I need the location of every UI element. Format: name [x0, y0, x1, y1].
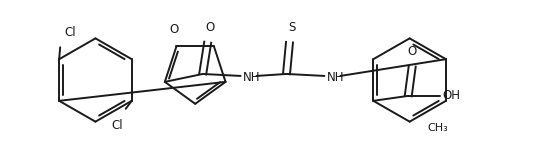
Text: O: O [170, 23, 179, 36]
Text: NH: NH [326, 71, 344, 84]
Text: Cl: Cl [64, 26, 76, 39]
Text: S: S [288, 21, 295, 34]
Text: NH: NH [242, 71, 260, 84]
Text: Cl: Cl [112, 119, 123, 132]
Text: O: O [205, 21, 214, 34]
Text: OH: OH [442, 89, 460, 102]
Text: CH₃: CH₃ [428, 123, 449, 133]
Text: O: O [407, 45, 417, 58]
